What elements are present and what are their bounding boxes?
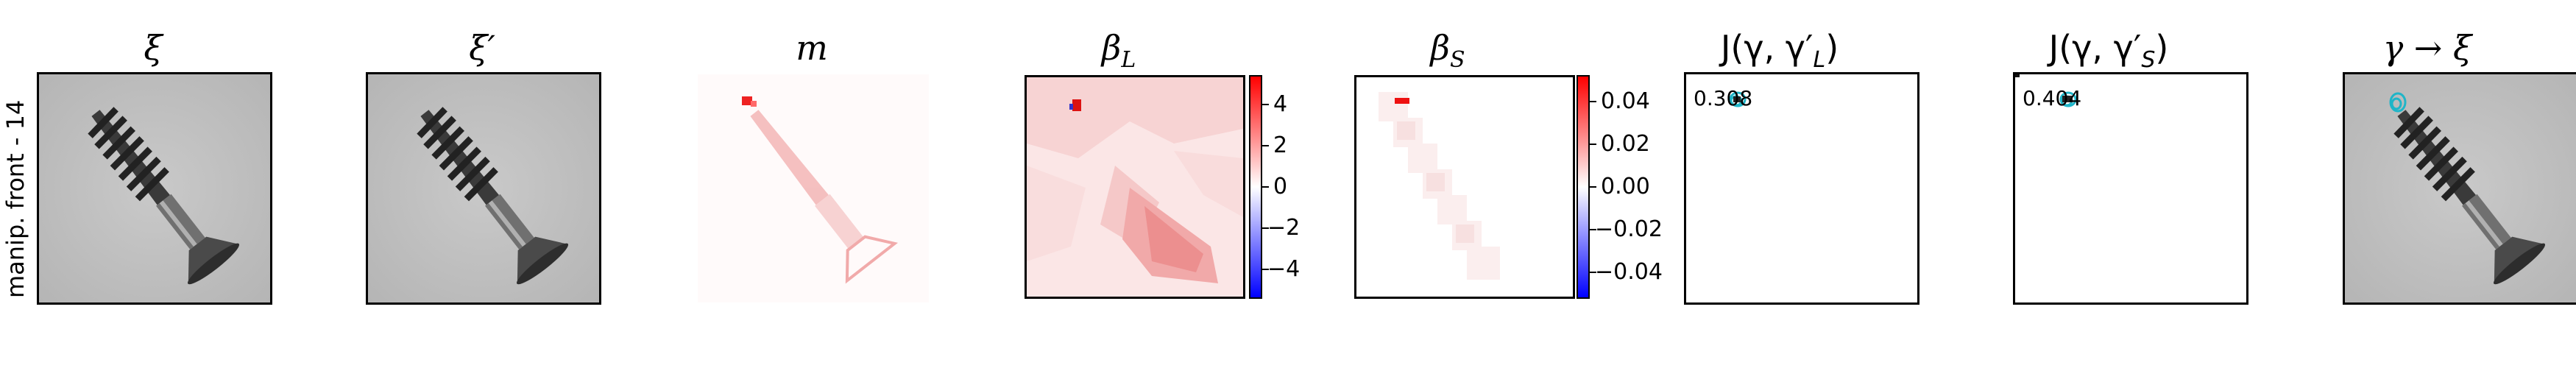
colorbar-beta-l	[1249, 75, 1262, 299]
j-s-plot	[2015, 74, 2077, 107]
screw-image-overlay	[2345, 74, 2576, 302]
cbar-l-tick-2: 2	[1273, 132, 1288, 158]
title-xi: ξ	[144, 28, 163, 68]
score-j-s: 0.404	[2023, 86, 2082, 110]
title-xi-prime: ξ′	[469, 28, 495, 68]
panel-j-l: 0.308	[1684, 72, 1919, 305]
beta-l-map	[1027, 77, 1243, 297]
cbar-s-tick-m0.02: −0.02	[1595, 216, 1663, 242]
panel-j-s: 0.404	[2013, 72, 2248, 305]
title-m: m	[796, 28, 828, 68]
panel-xi	[37, 72, 272, 305]
panel-gamma-xi	[2343, 72, 2576, 305]
contour-marker	[2389, 92, 2407, 113]
panel-m	[696, 72, 931, 305]
cbar-s-tick-m0.04: −0.04	[1595, 259, 1663, 285]
title-j-l: J(γ, γ′L)	[1720, 28, 1839, 74]
cbar-l-tick-4: 4	[1273, 91, 1288, 117]
row-label: manip. front - 14	[1, 99, 29, 298]
panel-beta-s	[1354, 75, 1575, 299]
cbar-l-tick-m4: −4	[1267, 256, 1301, 282]
panel-xi-prime	[366, 72, 601, 305]
cbar-s-tick-0.02: 0.02	[1601, 131, 1650, 157]
cbar-l-tick-m2: −2	[1267, 215, 1301, 241]
cbar-l-tick-0: 0	[1273, 174, 1288, 199]
score-j-l: 0.308	[1694, 86, 1753, 110]
cbar-s-tick-0.00: 0.00	[1601, 174, 1650, 199]
screw-image	[39, 74, 270, 302]
screw-image-manipulated	[368, 74, 599, 302]
title-beta-s: βS	[1430, 28, 1465, 74]
j-l-plot	[1729, 91, 1747, 107]
beta-s-map	[1356, 77, 1573, 297]
cbar-s-tick-0.04: 0.04	[1601, 88, 1650, 114]
title-beta-l: βL	[1101, 28, 1136, 74]
title-gamma-xi: γ → ξ	[2382, 28, 2472, 68]
title-j-s: J(γ, γ′S)	[2048, 28, 2169, 74]
colorbar-beta-s	[1577, 75, 1590, 299]
panel-beta-l	[1025, 75, 1245, 299]
difference-map	[698, 74, 929, 302]
